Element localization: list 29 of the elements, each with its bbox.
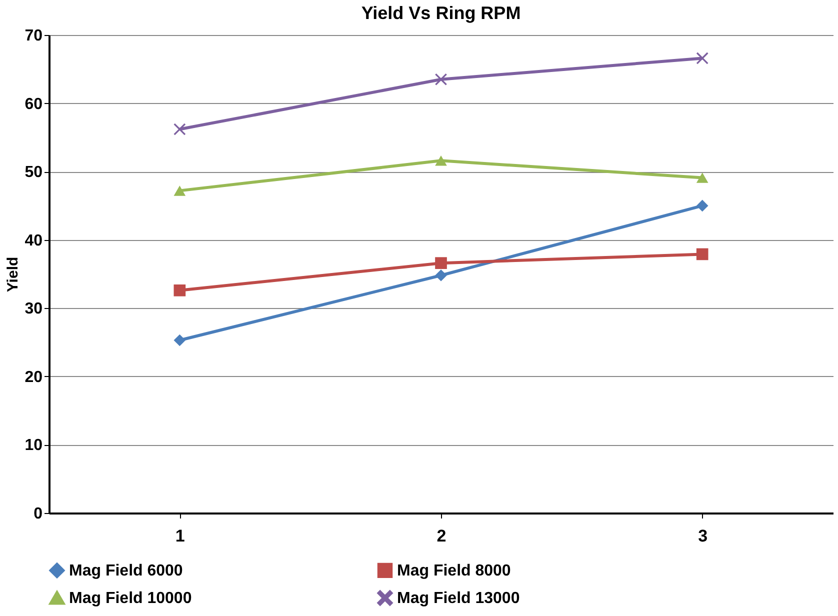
point [174, 123, 186, 136]
point [174, 186, 186, 196]
point [435, 269, 447, 282]
point [696, 52, 708, 64]
y-tick-label: 50 [24, 164, 43, 182]
legend-label: Mag Field 13000 [397, 590, 520, 607]
x-tick-label: 3 [698, 526, 708, 546]
legend-label: Mag Field 8000 [397, 562, 511, 580]
chart-title: Yield Vs Ring RPM [361, 3, 521, 23]
y-tick-label: 20 [24, 368, 43, 386]
legend-label: Mag Field 10000 [69, 590, 192, 607]
point [696, 200, 708, 212]
y-tick-label: 0 [34, 506, 43, 522]
x-tick-label: 2 [436, 526, 446, 546]
point [435, 73, 447, 86]
point [435, 156, 447, 166]
y-tick-label: 30 [24, 300, 43, 318]
point [696, 172, 708, 183]
point [435, 257, 447, 269]
point [696, 248, 708, 260]
x-tick-label: 1 [175, 526, 185, 546]
y-axis-title: Yield [4, 256, 22, 292]
y-tick-label: 70 [24, 28, 43, 44]
point [174, 334, 186, 346]
y-tick-label: 10 [24, 437, 43, 454]
legend-label: Mag Field 6000 [69, 562, 183, 580]
y-tick-label: 40 [24, 232, 43, 250]
y-tick-label: 60 [24, 96, 43, 113]
point [174, 284, 186, 296]
